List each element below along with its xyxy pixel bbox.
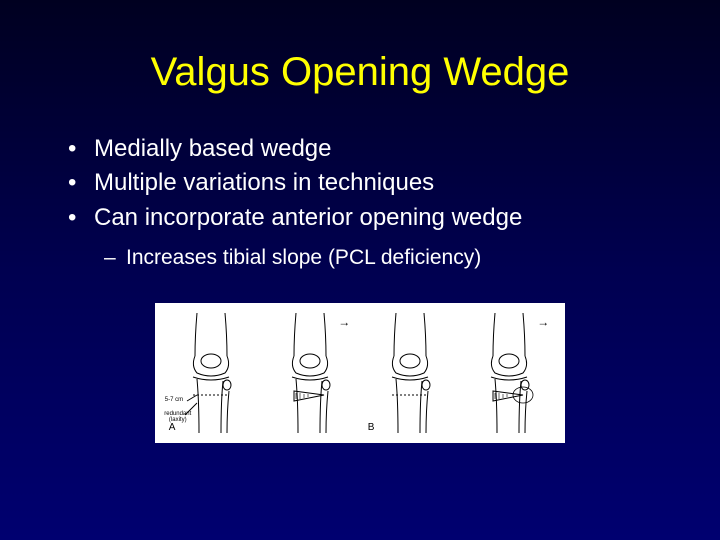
knee-illustration-figure: 5-7 cm redundant (laxity) A → [155, 303, 565, 443]
knee-panel-a2: → [266, 311, 354, 435]
knee-panel-b1: B [366, 311, 454, 435]
arrow-icon: → [338, 315, 350, 329]
bullet-item: Can incorporate anterior opening wedge I… [68, 202, 670, 273]
bullet-item: Multiple variations in techniques [68, 167, 670, 199]
knee-drawing-icon [266, 311, 354, 435]
bullet-list: Medially based wedge Multiple variations… [68, 133, 670, 273]
arrow-icon: → [537, 315, 549, 329]
slide-title: Valgus Opening Wedge [50, 50, 670, 95]
panel-label: A [169, 422, 176, 433]
knee-panel-b2: → [465, 311, 553, 435]
bullet-text: Can incorporate anterior opening wedge [94, 204, 522, 231]
laxity-label: redundant (laxity) [163, 411, 193, 423]
panel-label: B [368, 422, 375, 433]
measurement-label: 5-7 cm [165, 397, 183, 403]
knee-panel-a1: 5-7 cm redundant (laxity) A [167, 311, 255, 435]
bullet-item: Medially based wedge [68, 133, 670, 165]
knee-drawing-icon [366, 311, 454, 435]
sub-bullet-list: Increases tibial slope (PCL deficiency) [104, 244, 670, 272]
slide-container: Valgus Opening Wedge Medially based wedg… [0, 0, 720, 540]
knee-drawing-icon [465, 311, 553, 435]
sub-bullet-item: Increases tibial slope (PCL deficiency) [104, 244, 670, 272]
